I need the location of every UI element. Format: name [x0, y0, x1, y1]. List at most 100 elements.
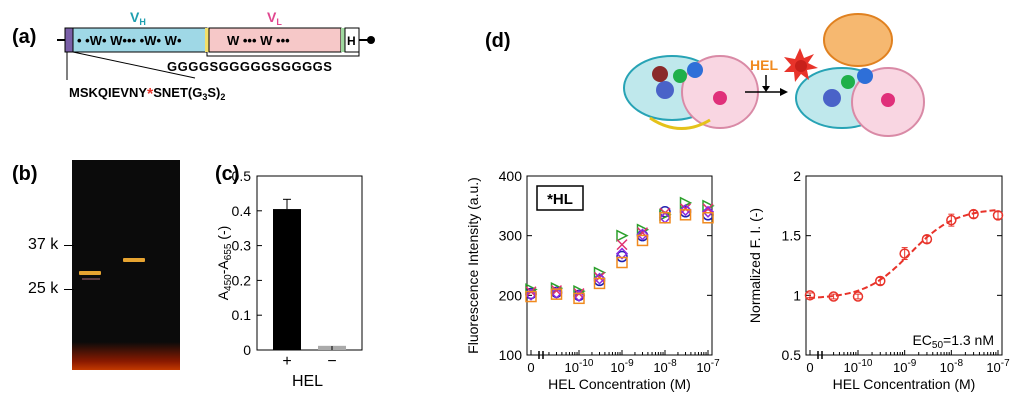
protein-unbound: [623, 55, 759, 130]
y-tick-label: 2: [793, 168, 801, 184]
x-tick-label: 10-10: [565, 358, 594, 375]
data-point-diamond: [524, 288, 538, 301]
y-axis-label: Normalized F. I. (-): [747, 208, 763, 323]
y-axis-label: A450-A655 (-): [215, 226, 234, 301]
data-point-diamond: [593, 272, 606, 285]
y-tick-label: 100: [499, 347, 523, 363]
marker-25k: 25 k: [28, 280, 59, 297]
data-point-diamond: [550, 286, 563, 300]
data-point: [899, 248, 910, 259]
nterm-sequence: MSKQIEVNY*SNET(G3S)2: [69, 85, 225, 103]
hel-arrow-head: [762, 86, 770, 92]
trp-residue-bound: [823, 89, 841, 107]
trp-residue-2: [687, 62, 703, 78]
x-axis-label: HEL: [292, 373, 323, 390]
trp-residue: [656, 81, 674, 99]
gel-image: [72, 160, 180, 370]
linker-marker: [205, 28, 209, 52]
y-tick-label: 0.5: [232, 168, 252, 184]
x-tick-label: 10-7: [986, 358, 1010, 375]
y-tick-label: 0: [243, 342, 251, 358]
y-tick-label: 300: [499, 228, 523, 244]
data-point-diamond: [615, 247, 629, 260]
linker-bracket: [206, 52, 360, 57]
binding-scheme: HEL: [623, 13, 925, 137]
his-tag-label: H: [347, 34, 356, 48]
marker-37k-tick: [64, 245, 74, 246]
data-point-diamond: [701, 205, 715, 218]
panel-label-d: (d): [485, 30, 511, 52]
vl-trp-residue-bound: [881, 93, 895, 107]
plot-frame: [256, 175, 363, 351]
data-point-square: [593, 277, 606, 290]
data-point-square: [616, 256, 628, 269]
data-point: [921, 233, 933, 245]
x-axis-label: HEL Concentration (M): [833, 376, 976, 392]
fit-curve: [808, 209, 996, 299]
vl-domain: [208, 27, 342, 53]
fluorophore-site-bound: [841, 75, 855, 89]
data-point-diamond: [636, 228, 649, 241]
data-point: [992, 210, 1004, 221]
data-point-diamond: [679, 203, 692, 217]
gel-band-lane2: [123, 258, 145, 262]
plot-frame: [805, 175, 1003, 356]
bar: [273, 209, 301, 350]
data-point: [875, 275, 886, 287]
data-point-square: [702, 212, 714, 224]
y-tick-label: 400: [499, 168, 523, 184]
bar-chart-c: 0 0.1 0.2 0.3 0.4 0.5 + −HEL A450-A655 (-): [215, 168, 363, 390]
data-point: [852, 291, 864, 302]
y-tick-label: 0.1: [232, 307, 252, 323]
vl-label: VL: [267, 9, 282, 27]
data-point: [946, 214, 957, 226]
x-tick-label: 10-7: [696, 358, 720, 375]
hel-label: HEL: [750, 57, 778, 73]
data-point-triangle: [616, 229, 629, 242]
x-tick-label: −: [327, 353, 336, 370]
panel-label-c: (c): [215, 163, 240, 185]
data-point-square: [573, 292, 585, 305]
x-tick-label: 10-9: [893, 358, 917, 375]
x-tick-label: 10-10: [844, 358, 873, 375]
data-point-cross: [616, 239, 628, 251]
nterm-bracket-right: [72, 51, 196, 79]
x-tick-label: 10-8: [653, 358, 677, 375]
tag-box: [64, 27, 74, 53]
data-point-square: [550, 288, 563, 300]
y-tick-label: 0.5: [782, 347, 802, 363]
ec50-annotation: EC50=1.3 nM: [912, 332, 994, 351]
panel-label-a: (a): [12, 26, 37, 48]
data-point-circle: [616, 250, 628, 263]
marker-37k: 37 k: [28, 236, 59, 253]
vh-label: VH: [130, 9, 146, 27]
marker-25k-tick: [64, 289, 74, 290]
y-axis-label: Fluorescence Intensity (a.u.): [465, 177, 481, 354]
data-point-diamond: [572, 289, 586, 302]
quencher-dye: [652, 66, 668, 82]
c-terminal-dot: [367, 36, 375, 44]
vl-trp-residue: [713, 91, 727, 105]
cross-stroke: [616, 239, 628, 251]
y-tick-label: 1: [793, 287, 801, 303]
scatter-chart-d1: 100 200 300 400 0 10-10 10-9 10-8 10-7 HEL Concen…: [465, 168, 720, 392]
data-point-square: [525, 290, 537, 303]
x-tick-label: +: [282, 353, 291, 370]
annotation-box: [536, 185, 584, 211]
x-axis-label: HEL Concentration (M): [548, 376, 691, 392]
spacer-marker: [341, 28, 345, 52]
x-tick-label: 0: [806, 360, 813, 375]
data-point: [968, 208, 979, 220]
scatter-chart-d2: 0.5 1 1.5 2 0 10-10 10-9 10-8 10-7 HEL Concentrat…: [747, 168, 1010, 392]
gel-dye-front: [72, 342, 180, 370]
protein-bound: [784, 13, 925, 137]
trp-residue-2-bound: [857, 68, 873, 84]
arrow-head: [780, 88, 788, 96]
linker-sequence: GGGGSGGGGGSGGGGS: [167, 59, 332, 74]
y-tick-label: 200: [499, 287, 523, 303]
x-tick-label: 0: [527, 360, 534, 375]
vh-residues: • •W• W••• •W• W•: [77, 33, 182, 48]
data-point-square: [679, 209, 692, 221]
data-point: [804, 290, 816, 301]
annotation-label: *HL: [547, 191, 573, 208]
